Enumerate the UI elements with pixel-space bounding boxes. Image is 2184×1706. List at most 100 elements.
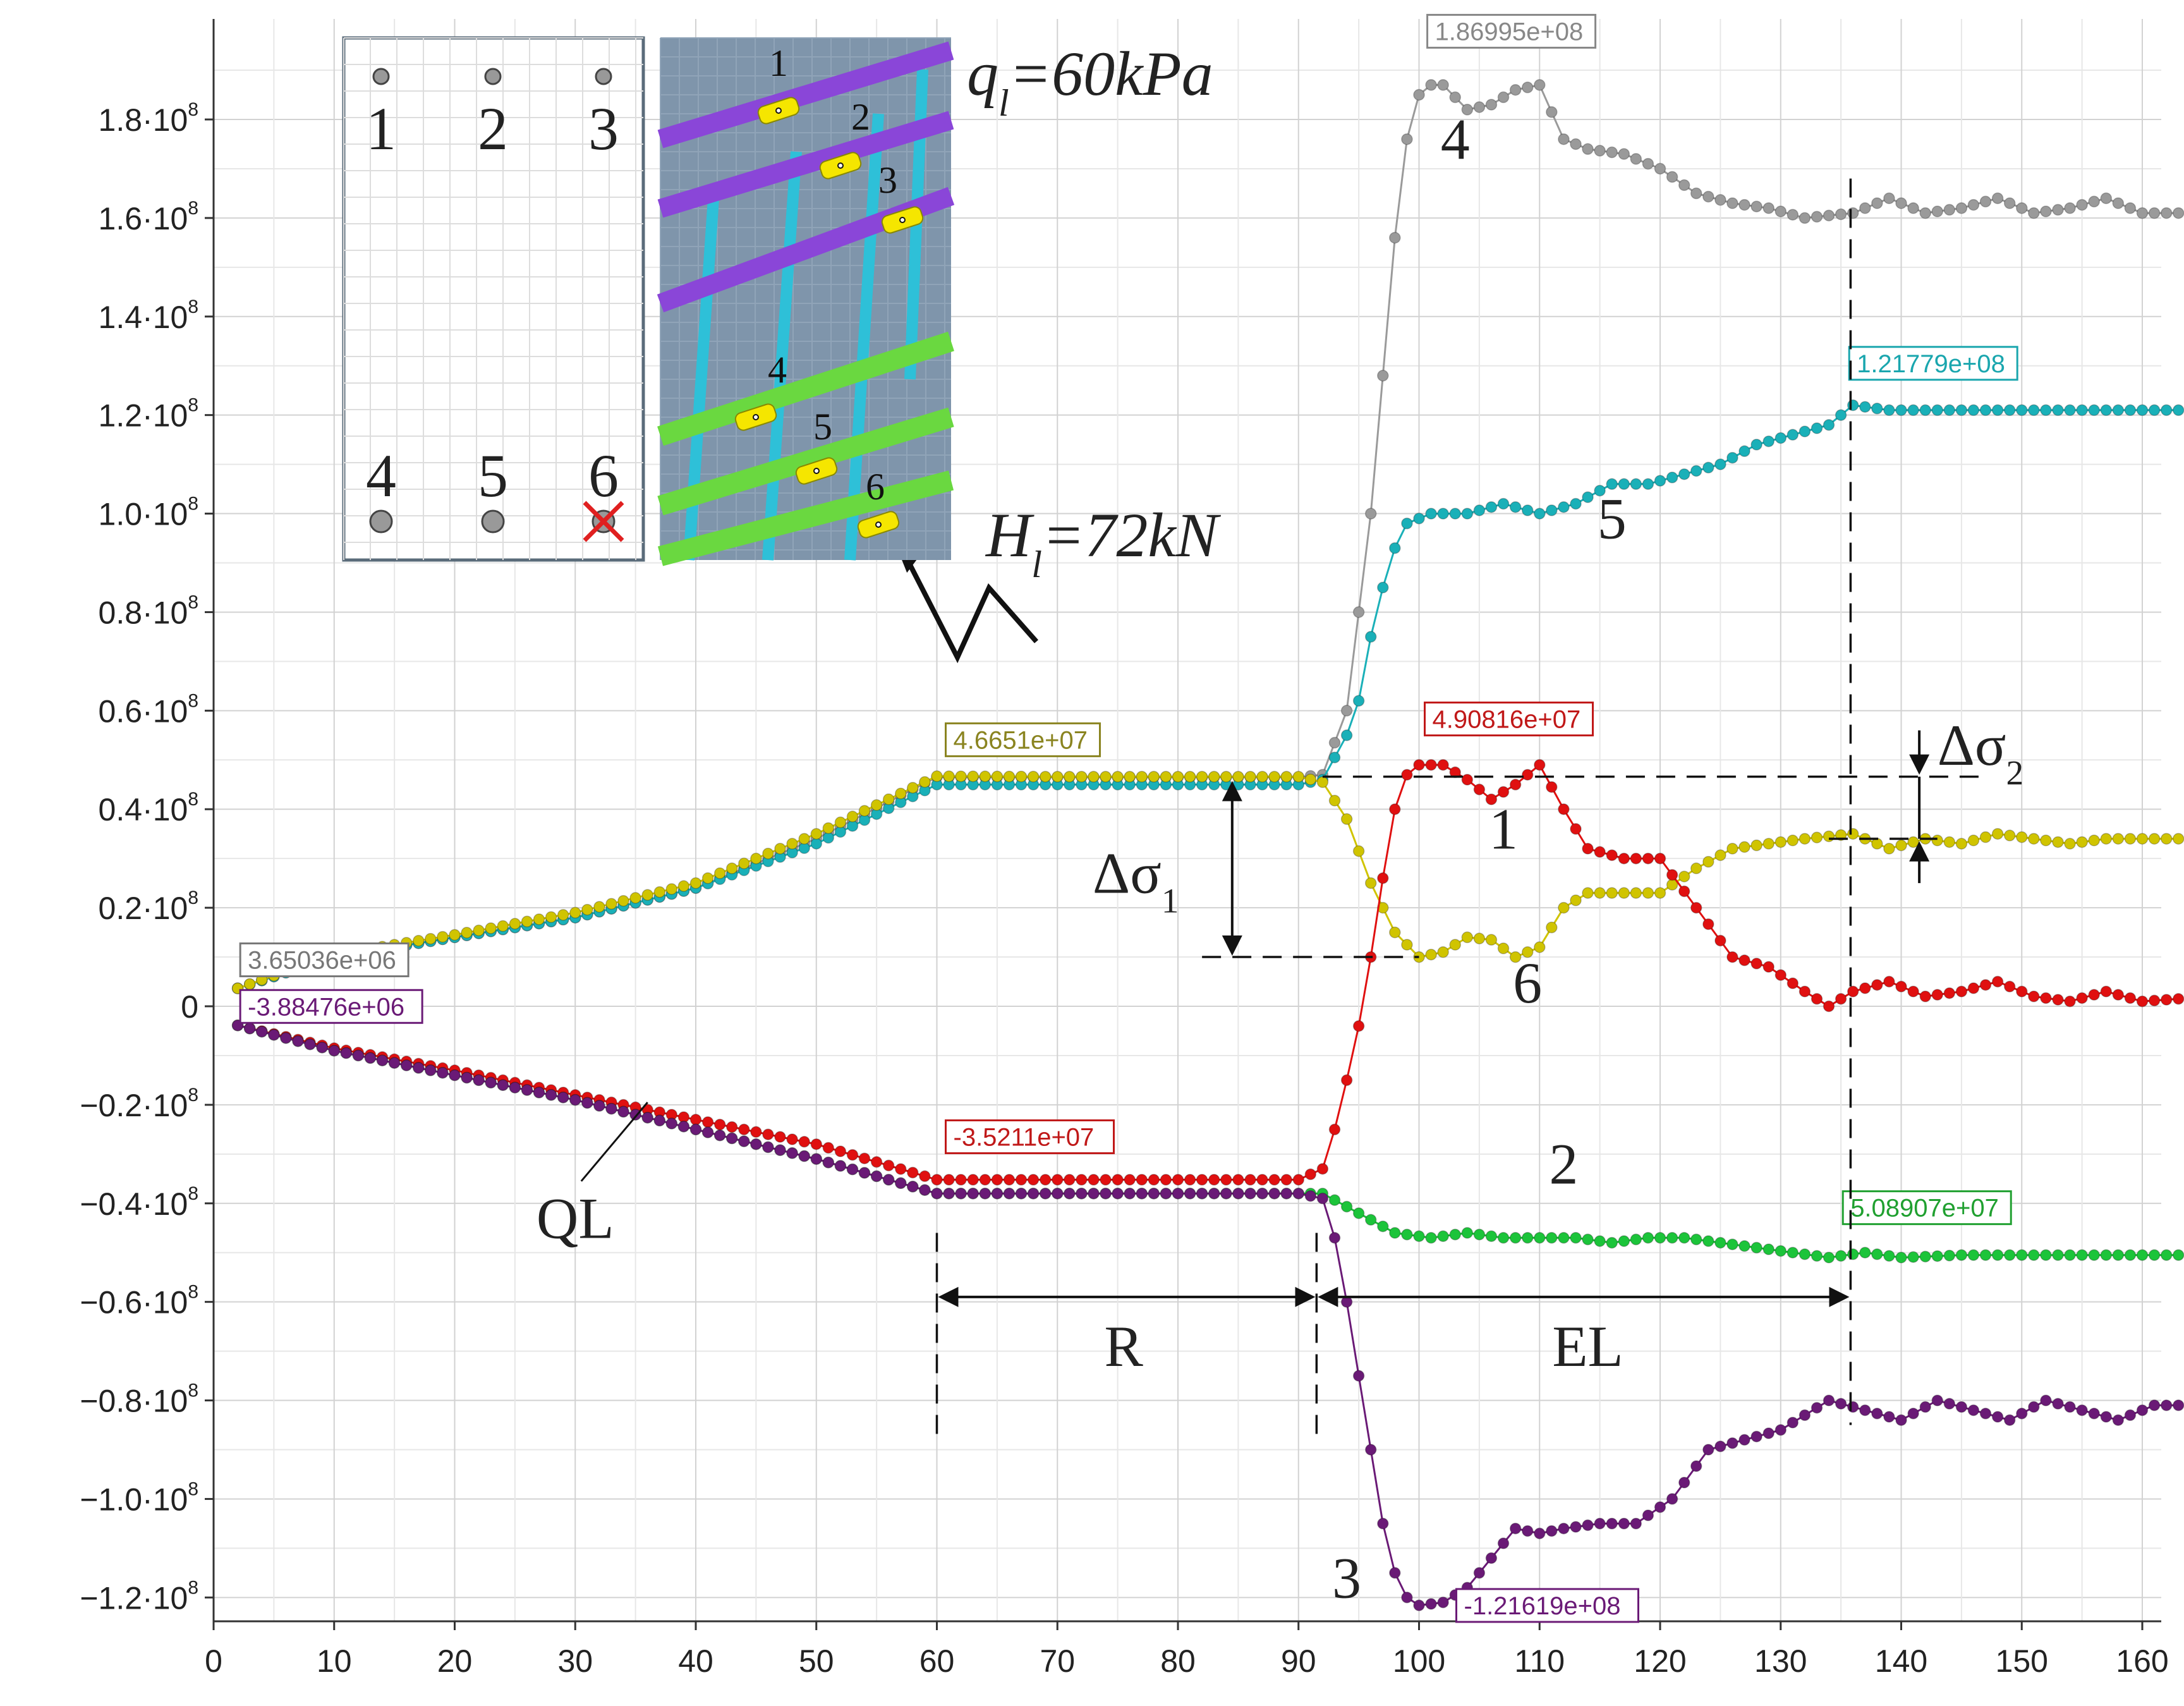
data-point [545, 1089, 557, 1101]
data-label: 4.90816e+07 [1424, 701, 1594, 736]
data-point [1401, 517, 1413, 530]
data-point [1618, 852, 1630, 865]
data-point [943, 1174, 955, 1186]
data-point [2064, 995, 2076, 1008]
data-point [762, 1128, 774, 1140]
data-point [1883, 843, 1895, 855]
data-point [1136, 771, 1148, 783]
picture-sensor-dot [753, 414, 759, 420]
data-point [870, 1170, 883, 1183]
data-point [1112, 771, 1124, 783]
picture-sensor-dot [775, 107, 782, 114]
data-point [1196, 1187, 1208, 1200]
data-label: 4.6651e+07 [945, 722, 1101, 757]
data-point [1148, 1174, 1160, 1186]
data-point [1991, 404, 2004, 417]
data-point [725, 1121, 738, 1133]
x-tick-label: 140 [1875, 1643, 1927, 1679]
data-point [1726, 843, 1738, 855]
data-point [1642, 157, 1654, 170]
data-point [1052, 1187, 1064, 1200]
data-point [413, 1062, 425, 1074]
data-point [1750, 200, 1762, 212]
data-point [979, 1174, 992, 1186]
data-point [1027, 771, 1040, 783]
data-point [1461, 1227, 1474, 1239]
data-point [1112, 1174, 1124, 1186]
data-point [1461, 774, 1474, 786]
data-point [1702, 190, 1714, 203]
data-point [689, 877, 702, 889]
data-point [1124, 771, 1136, 783]
data-point [2028, 207, 2040, 219]
data-point [328, 1044, 341, 1057]
data-point [2124, 1409, 2137, 1422]
data-point [1618, 148, 1630, 160]
data-point [1738, 841, 1750, 853]
axes: 0 10 20 30 40 50 60 70 80 90 100 110 120 130 140 150 160… [80, 19, 2169, 1679]
data-point [1389, 542, 1401, 554]
data-point [1991, 975, 2004, 988]
data-label-text: 3.65036e+06 [248, 947, 396, 975]
data-point [1871, 197, 1883, 209]
data-point [798, 832, 810, 845]
data-point [1654, 475, 1666, 487]
data-point [1943, 404, 1956, 417]
data-point [2160, 994, 2173, 1006]
data-point [2076, 198, 2088, 211]
series-line-s3 [237, 1024, 2179, 1607]
data-label-box [945, 1119, 1115, 1154]
data-point [449, 1069, 461, 1081]
data-point [919, 776, 931, 788]
data-point [1823, 830, 1835, 843]
data-point [774, 1144, 786, 1156]
data-point [1883, 975, 1895, 988]
data-point [1594, 887, 1606, 899]
data-point [2124, 404, 2137, 417]
data-point [400, 1059, 413, 1071]
data-point [1437, 1230, 1449, 1242]
data-point [1425, 759, 1437, 771]
data-point [1425, 948, 1437, 961]
data-label-text: 1.21779e+08 [1857, 350, 2005, 378]
data-point [1678, 468, 1690, 480]
y-tick-label: 1.2·108 [99, 395, 198, 434]
data-point [1425, 1232, 1437, 1244]
data-point [1220, 1187, 1232, 1200]
series-s6 [231, 770, 2184, 994]
data-point [2003, 980, 2016, 993]
data-point [1449, 939, 1461, 951]
data-point [1871, 1408, 1883, 1420]
data-point [1907, 836, 1919, 848]
data-point [1352, 1020, 1365, 1032]
data-point [1052, 771, 1064, 783]
data-point [473, 1074, 485, 1087]
data-point [1340, 1074, 1353, 1087]
y-tick-label: 0 [181, 989, 198, 1025]
data-point [1907, 404, 1919, 417]
data-point [750, 1138, 762, 1150]
data-point [497, 1079, 509, 1091]
x-tick-label: 160 [2116, 1643, 2168, 1679]
data-point [653, 886, 666, 898]
data-point [1835, 409, 1847, 421]
picture-sensor-dot [837, 162, 844, 169]
data-point [1340, 729, 1353, 741]
data-point [1955, 1401, 1968, 1413]
data-point [1521, 1232, 1534, 1244]
data-point [1546, 922, 1558, 934]
data-point [1088, 771, 1100, 783]
inset-node-label: 1 [366, 95, 396, 162]
interval-r-label: R [1104, 1314, 1143, 1379]
data-point [834, 1145, 847, 1157]
data-point [376, 1054, 389, 1066]
data-point [1774, 205, 1787, 217]
x-tick-label: 70 [1040, 1643, 1075, 1679]
data-point [665, 1118, 678, 1130]
data-point [882, 1174, 895, 1186]
data-point [1618, 478, 1630, 490]
data-point [2064, 404, 2076, 417]
data-point [2016, 985, 2028, 997]
data-point [2100, 985, 2113, 997]
